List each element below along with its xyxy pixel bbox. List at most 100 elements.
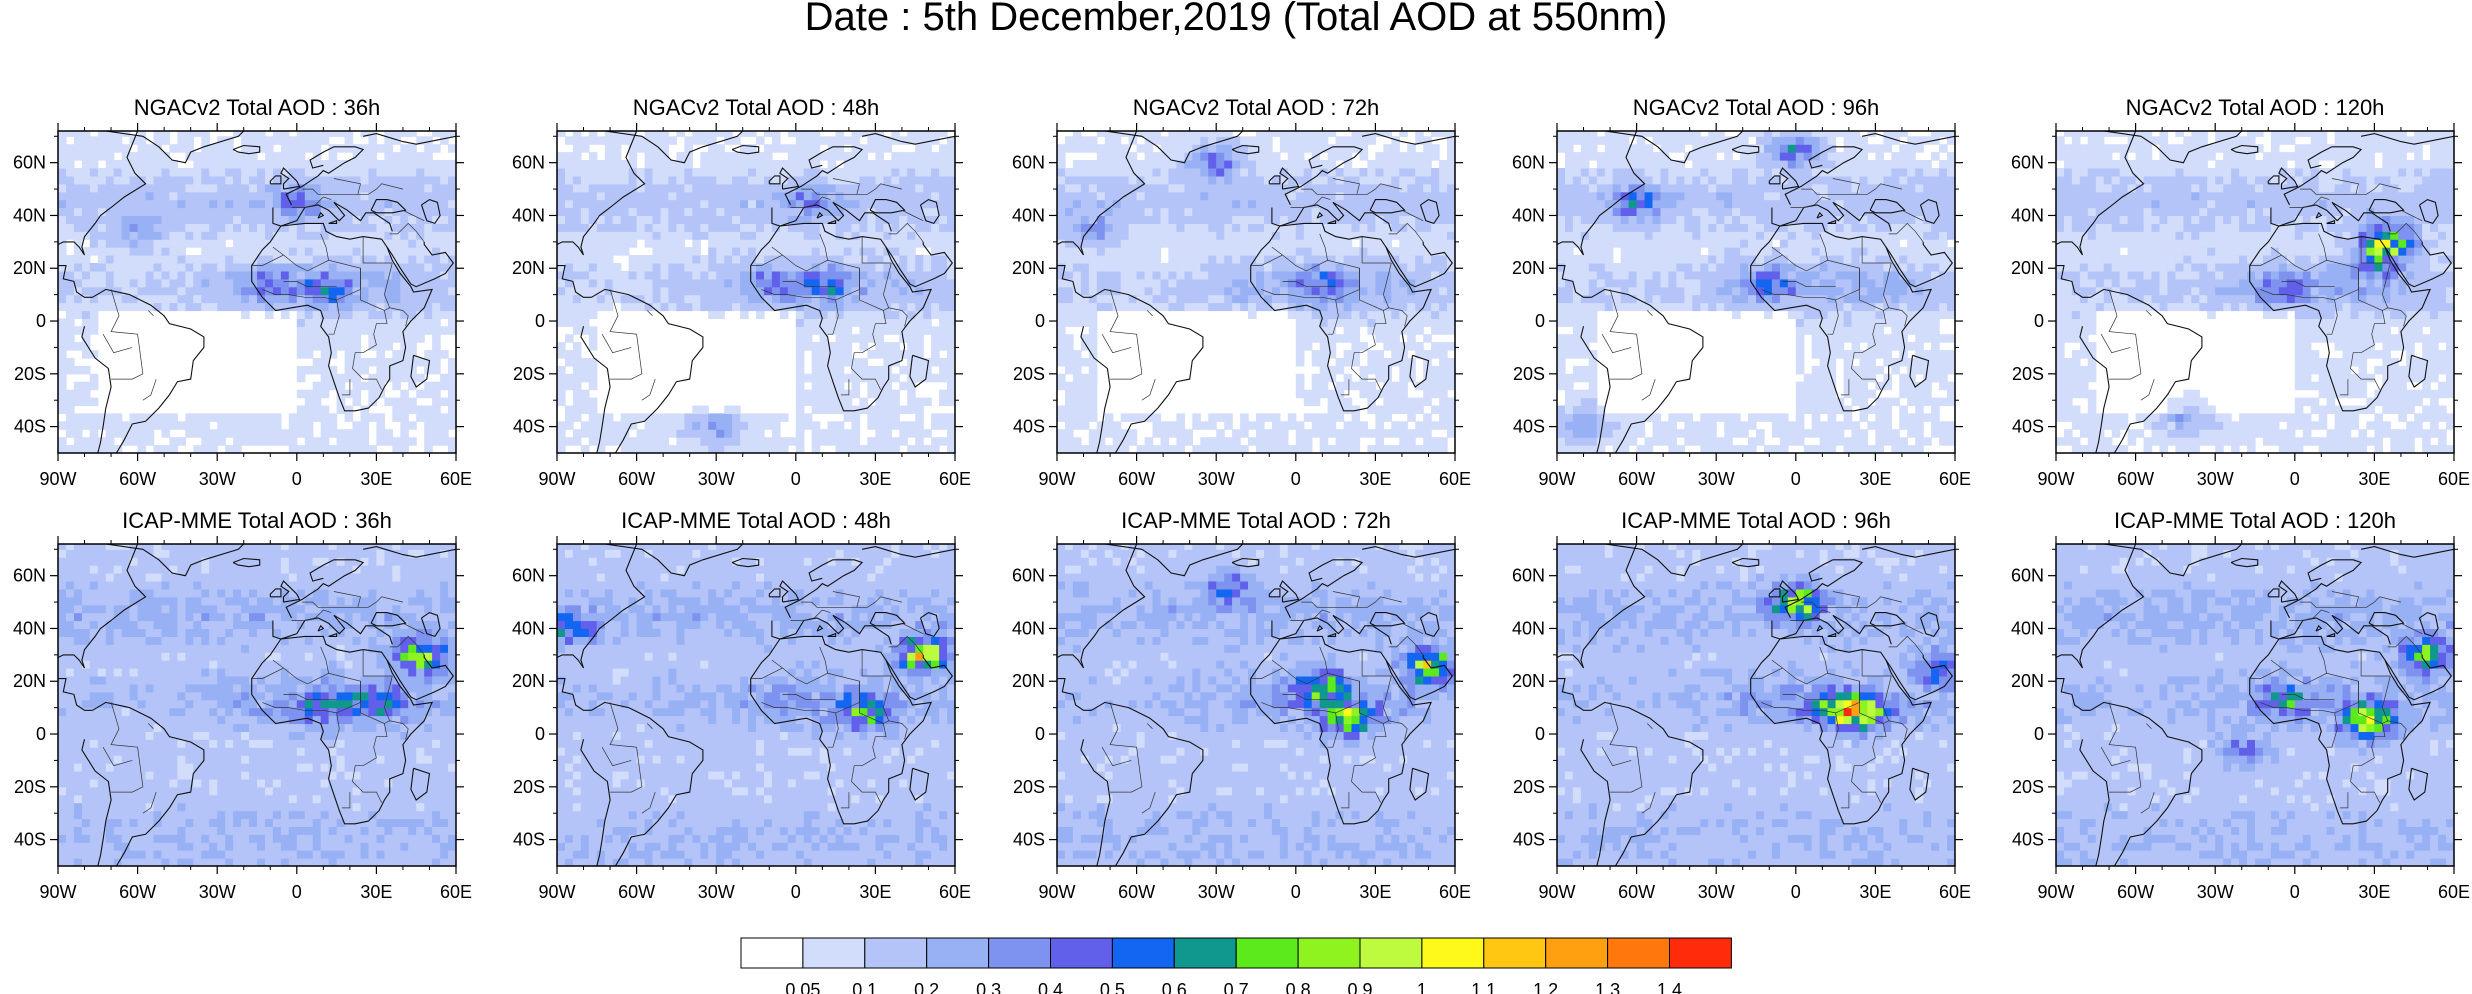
colorbar-label: 1 xyxy=(1417,980,1427,994)
colorbar-swatch xyxy=(1235,937,1299,969)
x-tick-label: 30E xyxy=(360,469,392,489)
y-tick-label: 40N xyxy=(13,205,46,225)
x-tick-label: 60W xyxy=(618,882,655,902)
map-frame xyxy=(556,543,956,867)
y-tick-label: 40N xyxy=(1512,618,1545,638)
map-panel: 90W 60W 30W 0 30E 60E 60N 40N 20N 0 20S 40S ICAP-MME… xyxy=(512,508,971,902)
map-frame xyxy=(2055,130,2455,454)
map-panel: 90W 60W 30W 0 30E 60E 60N 40N 20N 0 20S 40S ICAP-MME… xyxy=(2011,508,2470,902)
x-tick-label: 30E xyxy=(1859,882,1891,902)
aod-field xyxy=(557,131,955,453)
map-frame xyxy=(1056,130,1456,454)
x-tick-label: 0 xyxy=(1791,469,1801,489)
colorbar-label: 1.4 xyxy=(1657,980,1682,994)
y-tick-label: 40N xyxy=(1512,205,1545,225)
aod-field xyxy=(58,544,456,866)
y-tick-label: 60N xyxy=(1512,566,1545,586)
colorbar-swatch xyxy=(988,937,1051,969)
panel-title: ICAP-MME Total AOD : 96h xyxy=(1621,508,1891,533)
colorbar-label: 0.5 xyxy=(1100,980,1125,994)
colorbar-label: 0.6 xyxy=(1162,980,1187,994)
x-tick-label: 60W xyxy=(1618,882,1655,902)
y-tick-label: 40S xyxy=(2012,417,2044,437)
x-tick-label: 60E xyxy=(1439,469,1471,489)
x-tick-label: 30E xyxy=(1359,469,1391,489)
colorbar-label: 0.2 xyxy=(914,980,939,994)
x-tick-label: 60E xyxy=(2438,882,2470,902)
aod-field xyxy=(1557,544,1955,866)
x-tick-label: 60E xyxy=(1439,882,1471,902)
map-frame xyxy=(1556,543,1956,867)
aod-field xyxy=(557,544,955,866)
y-tick-label: 0 xyxy=(535,724,545,744)
panel-title: ICAP-MME Total AOD : 72h xyxy=(1121,508,1391,533)
colorbar-swatch xyxy=(1173,937,1237,969)
panel-title: NGACv2 Total AOD : 48h xyxy=(633,95,880,120)
colorbar: 0.05 0.1 0.2 0.3 0.4 0.5 0.6 0.7 0.8 0.9 1 1.1 1.2 1.… xyxy=(740,937,1732,994)
x-tick-label: 0 xyxy=(791,469,801,489)
y-tick-label: 40S xyxy=(2012,830,2044,850)
x-tick-label: 60W xyxy=(2117,882,2154,902)
x-tick-label: 60W xyxy=(119,882,156,902)
y-tick-label: 60N xyxy=(1012,153,1045,173)
x-tick-label: 90W xyxy=(1538,882,1575,902)
panel-title: ICAP-MME Total AOD : 48h xyxy=(621,508,891,533)
map-frame xyxy=(1556,130,1956,454)
y-tick-label: 20S xyxy=(513,364,545,384)
y-tick-label: 20N xyxy=(2011,671,2044,691)
aod-field xyxy=(1057,131,1455,453)
map-frame xyxy=(2055,543,2455,867)
panel-title: NGACv2 Total AOD : 36h xyxy=(134,95,381,120)
x-tick-label: 90W xyxy=(39,882,76,902)
coastlines xyxy=(2056,544,2454,866)
figure-title: Date : 5th December,2019 (Total AOD at 5… xyxy=(805,0,1668,39)
panel-title: ICAP-MME Total AOD : 120h xyxy=(2114,508,2396,533)
coastlines xyxy=(58,544,456,866)
y-tick-label: 20S xyxy=(2012,364,2044,384)
y-tick-label: 0 xyxy=(1535,311,1545,331)
colorbar-swatch xyxy=(1669,937,1732,969)
coastlines xyxy=(557,131,955,453)
x-tick-label: 0 xyxy=(791,882,801,902)
x-tick-label: 30W xyxy=(199,882,236,902)
x-tick-label: 30W xyxy=(1198,469,1235,489)
y-tick-label: 40S xyxy=(1513,417,1545,437)
coastlines xyxy=(1057,131,1455,453)
y-tick-label: 40N xyxy=(512,205,545,225)
x-tick-label: 30E xyxy=(859,882,891,902)
x-tick-label: 90W xyxy=(39,469,76,489)
y-tick-label: 20S xyxy=(1513,364,1545,384)
colorbar-swatch xyxy=(740,937,804,969)
y-tick-label: 40N xyxy=(1012,618,1045,638)
y-tick-label: 20S xyxy=(513,777,545,797)
y-tick-label: 40S xyxy=(513,417,545,437)
y-tick-label: 40S xyxy=(14,830,46,850)
colorbar-swatch xyxy=(1111,937,1175,969)
coastlines xyxy=(2056,131,2454,453)
y-tick-label: 20N xyxy=(512,671,545,691)
x-tick-label: 90W xyxy=(2037,882,2074,902)
colorbar-swatch xyxy=(1421,937,1485,969)
y-tick-label: 20S xyxy=(2012,777,2044,797)
x-tick-label: 30E xyxy=(1859,469,1891,489)
map-frame xyxy=(57,543,457,867)
x-tick-label: 60E xyxy=(939,882,971,902)
y-tick-label: 0 xyxy=(2034,311,2044,331)
y-tick-label: 20S xyxy=(1013,364,1045,384)
x-tick-label: 90W xyxy=(1038,469,1075,489)
y-tick-label: 20N xyxy=(13,258,46,278)
coastlines xyxy=(557,544,955,866)
x-tick-label: 0 xyxy=(1291,469,1301,489)
x-tick-label: 60W xyxy=(1118,469,1155,489)
x-tick-label: 60W xyxy=(1618,469,1655,489)
x-tick-label: 90W xyxy=(1038,882,1075,902)
y-tick-label: 60N xyxy=(1012,566,1045,586)
x-tick-label: 90W xyxy=(2037,469,2074,489)
colorbar-label: 0.9 xyxy=(1347,980,1372,994)
y-tick-label: 60N xyxy=(2011,566,2044,586)
y-tick-label: 60N xyxy=(512,566,545,586)
y-tick-label: 20N xyxy=(13,671,46,691)
coastlines xyxy=(1557,544,1955,866)
colorbar-swatch xyxy=(864,937,928,969)
